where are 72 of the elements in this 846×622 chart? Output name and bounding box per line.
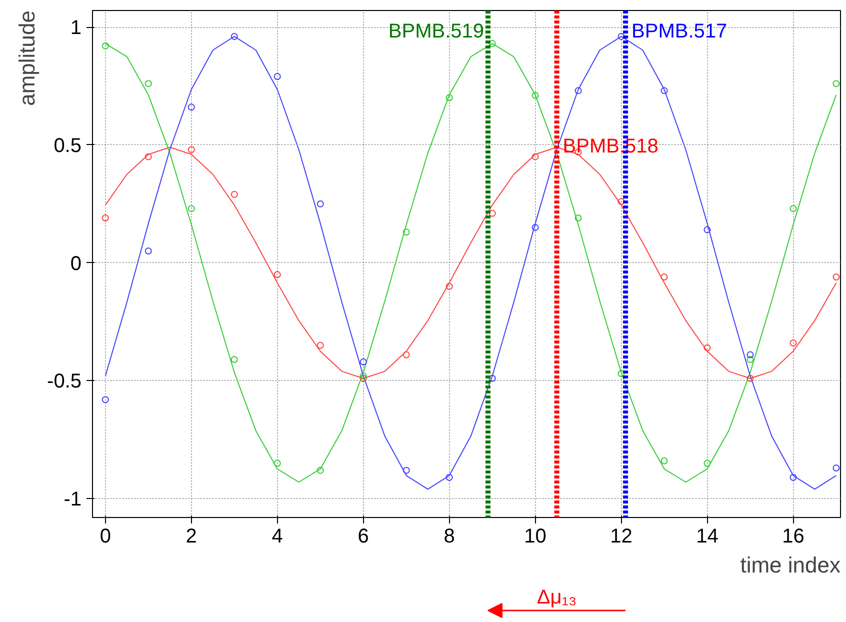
y-tick-label: 0 bbox=[70, 252, 82, 275]
point bbox=[790, 474, 797, 481]
point bbox=[316, 466, 324, 474]
point bbox=[274, 271, 281, 278]
point bbox=[446, 282, 453, 290]
point bbox=[144, 248, 152, 255]
point bbox=[832, 273, 840, 280]
point bbox=[746, 374, 754, 382]
point bbox=[402, 228, 410, 236]
ref-line-label: BPMB.518 bbox=[562, 135, 658, 158]
point bbox=[274, 73, 281, 80]
point bbox=[230, 32, 238, 40]
x-tick-label: 6 bbox=[358, 526, 369, 548]
y-tick-label: -1 bbox=[64, 488, 82, 511]
point bbox=[660, 273, 668, 280]
point bbox=[832, 464, 840, 472]
point bbox=[574, 214, 582, 222]
y-tick-label: 1 bbox=[70, 17, 82, 40]
point bbox=[532, 224, 539, 231]
y-axis-title: amplitude bbox=[14, 10, 40, 106]
point bbox=[188, 104, 195, 111]
point bbox=[660, 87, 668, 94]
point bbox=[532, 92, 539, 99]
x-tick-label: 14 bbox=[696, 526, 718, 548]
point bbox=[402, 351, 410, 358]
x-tick-label: 8 bbox=[444, 526, 455, 548]
x-tick-label: 2 bbox=[186, 526, 197, 548]
x-tick-label: 4 bbox=[272, 526, 283, 548]
point bbox=[704, 460, 711, 467]
x-tick-label: 10 bbox=[524, 526, 546, 548]
point bbox=[188, 146, 195, 154]
point bbox=[488, 40, 496, 48]
point bbox=[488, 210, 496, 217]
point bbox=[618, 370, 625, 378]
point bbox=[102, 42, 109, 50]
point bbox=[790, 205, 797, 212]
point bbox=[144, 153, 152, 160]
point bbox=[316, 200, 324, 208]
y-tick-label: 0.5 bbox=[54, 134, 82, 157]
text: Δμ₁₃ bbox=[536, 586, 577, 608]
point bbox=[790, 340, 797, 346]
point bbox=[188, 205, 195, 212]
ref-line-label: BPMB.519 bbox=[388, 20, 484, 43]
point bbox=[574, 87, 582, 94]
point bbox=[704, 344, 711, 352]
point bbox=[618, 198, 625, 206]
point bbox=[532, 153, 539, 160]
ref-line-label: BPMB.517 bbox=[632, 20, 728, 43]
point bbox=[746, 351, 754, 358]
point bbox=[360, 374, 367, 382]
point bbox=[230, 190, 238, 198]
point bbox=[746, 356, 754, 363]
x-axis-title: time index bbox=[740, 552, 841, 578]
y-tick-label: -0.5 bbox=[47, 370, 82, 393]
point bbox=[402, 466, 410, 474]
point bbox=[102, 396, 109, 404]
point bbox=[704, 226, 711, 234]
x-tick-label: 0 bbox=[100, 526, 111, 548]
point bbox=[446, 94, 453, 102]
x-tick-label: 12 bbox=[610, 526, 632, 548]
point bbox=[102, 214, 109, 222]
point bbox=[274, 460, 281, 467]
point bbox=[660, 457, 668, 464]
point bbox=[446, 474, 453, 481]
point bbox=[230, 356, 238, 363]
point bbox=[316, 342, 324, 349]
point bbox=[488, 374, 496, 382]
x-tick-label: 16 bbox=[782, 526, 804, 548]
point bbox=[832, 80, 840, 88]
point bbox=[360, 358, 367, 366]
point bbox=[618, 32, 625, 40]
point bbox=[144, 80, 152, 88]
